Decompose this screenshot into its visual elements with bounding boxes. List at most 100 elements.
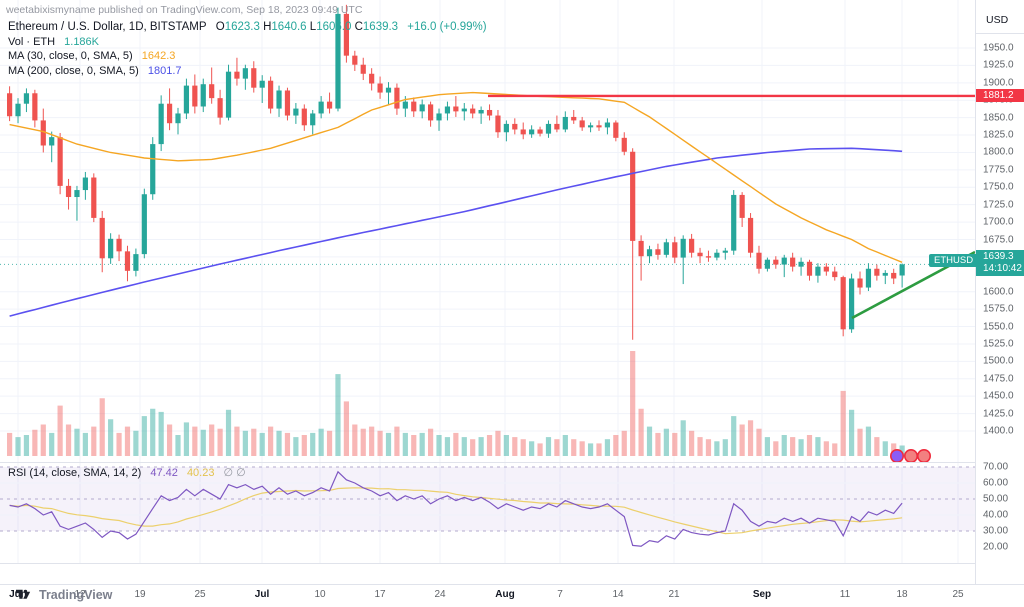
- candle-body: [23, 93, 30, 104]
- volume-bar: [7, 432, 13, 456]
- volume-bar: [840, 390, 846, 456]
- volume-bar: [377, 430, 383, 456]
- volume-bar: [242, 430, 248, 456]
- price-tick-label: 1925.0: [983, 59, 1014, 71]
- candle-body: [166, 103, 173, 124]
- ma30-legend-row[interactable]: MA (30, close, 0, SMA, 5) 1642.3: [8, 49, 487, 64]
- candle-body: [49, 137, 55, 146]
- candle-body: [756, 252, 762, 269]
- candle-body: [234, 71, 240, 79]
- rsi-pane[interactable]: [0, 462, 975, 564]
- ma200-legend-row[interactable]: MA (200, close, 0, SMA, 5) 1801.7: [8, 64, 487, 79]
- symbol-legend-row[interactable]: Ethereum / U.S. Dollar, 1D, BITSTAMP O16…: [8, 20, 487, 35]
- volume-bar: [478, 437, 484, 456]
- candle-body: [343, 13, 349, 56]
- rsi-ma-value: 40.23: [186, 467, 215, 479]
- price-tick-label: 1850.0: [983, 112, 1014, 124]
- volume-bar: [32, 429, 38, 456]
- volume-bar: [116, 432, 122, 456]
- volume-bar: [663, 428, 669, 456]
- volume-legend-row[interactable]: Vol · ETH 1.186K: [8, 35, 487, 50]
- volume-bar: [91, 426, 97, 456]
- candle-body: [352, 55, 358, 65]
- volume-bar: [175, 435, 181, 456]
- volume-bar: [680, 420, 686, 456]
- tradingview-footer[interactable]: TradingView: [16, 588, 112, 602]
- volume-bar: [65, 424, 72, 456]
- candle-body: [74, 190, 80, 198]
- volume-bar: [293, 437, 299, 456]
- candle-body: [150, 144, 156, 195]
- rsi-hidden-series-icons[interactable]: ∅ ∅: [223, 467, 246, 479]
- volume-bar: [444, 437, 451, 456]
- volume-bar: [57, 405, 63, 456]
- candle-body: [781, 257, 787, 265]
- candle-body: [613, 122, 619, 138]
- volume-bar: [554, 439, 560, 456]
- pane-divider[interactable]: [0, 563, 1024, 564]
- candle-body: [57, 137, 63, 186]
- volume-bar: [832, 443, 838, 456]
- chart-legend: Ethereum / U.S. Dollar, 1D, BITSTAMP O16…: [8, 20, 487, 78]
- volume-bar: [326, 430, 333, 456]
- volume-bar: [428, 428, 434, 456]
- chart-plot-area[interactable]: [0, 0, 975, 584]
- candle-body: [276, 90, 282, 109]
- ohlc-open-value: 1623.3: [224, 21, 260, 33]
- candle-body: [268, 80, 274, 109]
- candle-body: [419, 104, 425, 112]
- candle-body: [865, 268, 872, 288]
- alert-price-badge[interactable]: 1881.2: [976, 89, 1024, 102]
- volume-bar: [335, 374, 341, 456]
- candle-body: [326, 101, 333, 109]
- emoji-sticker: [904, 449, 918, 462]
- candle-body: [840, 277, 846, 330]
- candle-body: [478, 109, 484, 114]
- price-tick-label: 1475.0: [983, 373, 1014, 385]
- candle-body: [183, 85, 190, 114]
- volume-bar: [562, 435, 568, 456]
- volume-bar: [537, 443, 543, 456]
- ma30-label: MA (30, close, 0, SMA, 5): [8, 50, 133, 62]
- candle-body: [823, 266, 829, 272]
- candle-body: [545, 123, 552, 134]
- volume-bar: [613, 435, 619, 456]
- rsi-legend-row[interactable]: RSI (14, close, SMA, 14, 2) 47.42 40.23 …: [8, 466, 246, 479]
- price-tick-label: 1725.0: [983, 199, 1014, 211]
- candle-body: [394, 87, 400, 109]
- candle-body: [596, 125, 602, 128]
- candle-body: [7, 93, 13, 117]
- candle-body: [604, 122, 611, 128]
- volume-bar: [225, 409, 232, 456]
- tradingview-logo-text: TradingView: [39, 588, 113, 602]
- price-tick-label: 1450.0: [983, 390, 1014, 402]
- candle-body: [200, 84, 206, 107]
- rsi-line: [9, 470, 903, 547]
- volume-bar: [571, 439, 577, 456]
- candle-body: [335, 13, 341, 109]
- price-axis[interactable]: USD 1950.01925.01900.01875.01850.01825.0…: [975, 0, 1024, 584]
- candle-body: [554, 123, 560, 130]
- ohlc-close-value: 1639.3: [362, 21, 399, 33]
- price-tick-label: 1750.0: [983, 181, 1014, 193]
- price-tick-label: 1675.0: [983, 234, 1014, 245]
- rsi-tick-label: 30.00: [983, 525, 1009, 537]
- volume-bar: [141, 416, 147, 456]
- candle-body: [764, 259, 770, 269]
- emoji-sticker: [890, 449, 904, 462]
- candle-body: [175, 113, 181, 124]
- pane-divider[interactable]: [0, 462, 1024, 463]
- time-tick-label: 11: [839, 589, 851, 600]
- volume-bar: [209, 424, 215, 456]
- change-value: +16.0 (+0.99%): [407, 21, 487, 33]
- time-axis[interactable]: Jun 12 19 25 Jul 10 17 24 Aug 7 14 21 Sep 11 18 25: [0, 584, 1024, 607]
- volume-bar: [823, 441, 829, 456]
- volume-bar: [150, 408, 156, 456]
- volume-bar: [352, 424, 358, 456]
- ohlc-high-label: H: [263, 21, 272, 33]
- price-tick-label: 1950.0: [983, 42, 1014, 54]
- candle-body: [32, 93, 38, 121]
- volume-bar: [899, 445, 905, 456]
- volume-bar: [453, 432, 459, 456]
- candle-body: [251, 68, 257, 88]
